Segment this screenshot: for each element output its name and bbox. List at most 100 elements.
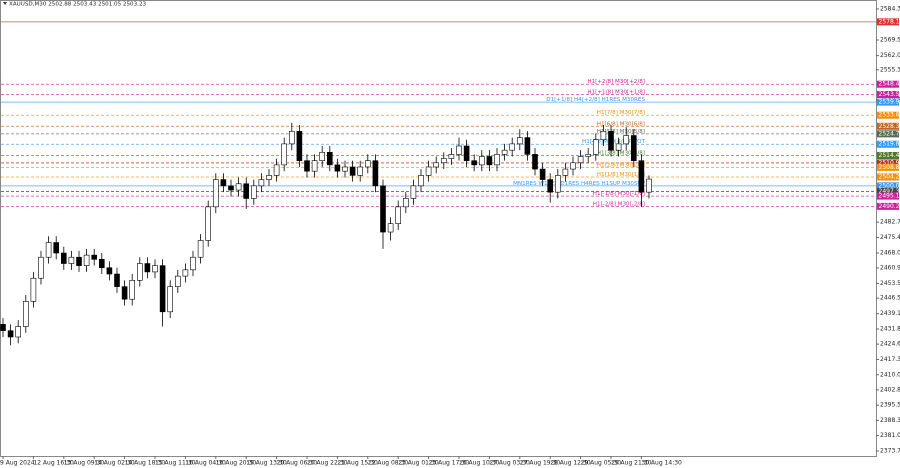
candle-body (38, 256, 44, 279)
candle-body (494, 154, 500, 166)
candle-body (592, 139, 599, 155)
candle-body (311, 160, 318, 172)
x-tick-label: 15 Aug 11:30 (155, 460, 196, 467)
level-price-label: 2543.53 (879, 91, 900, 98)
candle-body (99, 259, 105, 269)
candle-body (235, 183, 242, 191)
candle-body (152, 265, 158, 273)
level-price-tag (877, 202, 899, 210)
candle-body (114, 273, 120, 287)
candle-body (501, 149, 508, 155)
level-price-tag (877, 91, 899, 99)
candle-body (554, 175, 561, 193)
candle-body (304, 160, 310, 172)
level-price-label: 2548.43 (879, 81, 900, 88)
candle-body (213, 179, 219, 208)
y-tick-label: 2410.00 (880, 371, 900, 378)
y-tick-label: 2468.00 (880, 250, 900, 257)
x-tick-label: 29 Aug 21:30 (611, 460, 652, 467)
candle-body (220, 179, 227, 187)
x-tick-label: 12 Aug 16:30 (33, 460, 74, 467)
candle-body (121, 286, 128, 300)
candle-body (0, 324, 6, 331)
candle-body (167, 286, 173, 313)
level-price-tag (877, 151, 899, 159)
level-text: H1[2/8] M30[2/8] (597, 162, 645, 168)
x-tick-label: 27 Aug 19:30 (520, 460, 561, 467)
y-tick-label: 2475.40 (880, 234, 900, 241)
level-price-tag (877, 130, 899, 138)
candle-body (68, 256, 75, 264)
candle-body (319, 151, 326, 161)
candle-body (562, 168, 569, 176)
y-tick-label: 2417.30 (880, 356, 900, 363)
candle-body (7, 330, 14, 338)
candle-body (577, 156, 584, 164)
menu-arrow[interactable] (3, 2, 7, 5)
x-tick-label: 30 Aug 14:30 (641, 460, 682, 467)
plot-frame (0, 0, 877, 457)
candle-body (448, 154, 455, 159)
candle-body (372, 160, 379, 187)
candle-body (509, 143, 516, 151)
candle-body (585, 154, 592, 157)
candle-body (45, 242, 52, 258)
level-price-tag (877, 187, 899, 195)
y-tick-label: 2562.05 (880, 52, 900, 59)
y-tick-label: 2584.30 (880, 5, 900, 12)
candle-body (608, 130, 614, 151)
level-price-label: 2500.00 (879, 182, 900, 189)
level-price-label: 2514.48 (879, 152, 900, 159)
candle-body (524, 137, 531, 155)
x-tick-label: 16 Aug 20:30 (216, 460, 257, 467)
level-text: H1[1/8] M30[1/8] (597, 172, 645, 178)
x-tick-label: 20 Aug 22:30 (307, 460, 348, 467)
candle-body (159, 265, 166, 313)
candle-body (532, 154, 538, 170)
y-tick-label: 2373.70 (880, 447, 900, 454)
candle-body (364, 160, 371, 168)
candle-body (53, 242, 60, 254)
candle-body (228, 185, 234, 191)
y-tick-label: 2381.05 (880, 432, 900, 439)
x-tick-label: 23 Aug 01:30 (398, 460, 439, 467)
level-text: MN1RES W1RES D1RES H4RES H1SUP M30SUP (513, 181, 645, 187)
level-text: H1[+1/8] M30[+1/8] (587, 90, 645, 96)
x-tick-label: 22 Aug 08:30 (368, 460, 409, 467)
candle-body (281, 143, 288, 166)
level-price-label: 2524.78 (879, 130, 900, 137)
candle-body (471, 160, 478, 166)
x-tick-label: 13 Aug 09:30 (64, 460, 105, 467)
candle-body (258, 179, 265, 187)
level-price-tag (877, 192, 899, 200)
x-tick-label: 9 Aug 2024 (0, 460, 35, 467)
candle-body (326, 151, 333, 166)
y-tick-label: 2424.60 (880, 341, 900, 348)
candle-body (15, 326, 21, 338)
level-price-tag (877, 159, 899, 167)
level-price-label: 2504.23 (879, 173, 900, 180)
y-tick-label: 2439.10 (880, 310, 900, 317)
candle-body (106, 267, 113, 275)
x-tick-label: 23 Aug 17:30 (429, 460, 470, 467)
level-price-tag (877, 18, 899, 26)
candle-body (402, 198, 409, 208)
level-price-tag (877, 173, 899, 181)
candle-body (615, 143, 622, 151)
candle-body (273, 164, 280, 176)
level-text: H1[-1/8] M30[-1/8] (593, 191, 645, 197)
y-tick-label: 2388.30 (880, 417, 900, 424)
candle-body (296, 130, 303, 161)
candle-body (266, 175, 272, 180)
candle-body (30, 277, 37, 302)
y-tick-label: 2569.50 (880, 36, 900, 43)
candle-body (182, 269, 189, 277)
y-tick-label: 2402.80 (880, 386, 900, 393)
x-tick-label: 26 Aug 10:30 (459, 460, 500, 467)
level-text: D1[+1/8] H4[+2/8] H1RES M30RES (546, 97, 645, 103)
y-tick-label: 2446.50 (880, 295, 900, 302)
x-tick-label: 16 Aug 04:30 (185, 460, 226, 467)
y-tick-label: 2460.90 (880, 264, 900, 271)
x-tick-label: 27 Aug 03:30 (489, 460, 530, 467)
candle-body (197, 240, 204, 258)
